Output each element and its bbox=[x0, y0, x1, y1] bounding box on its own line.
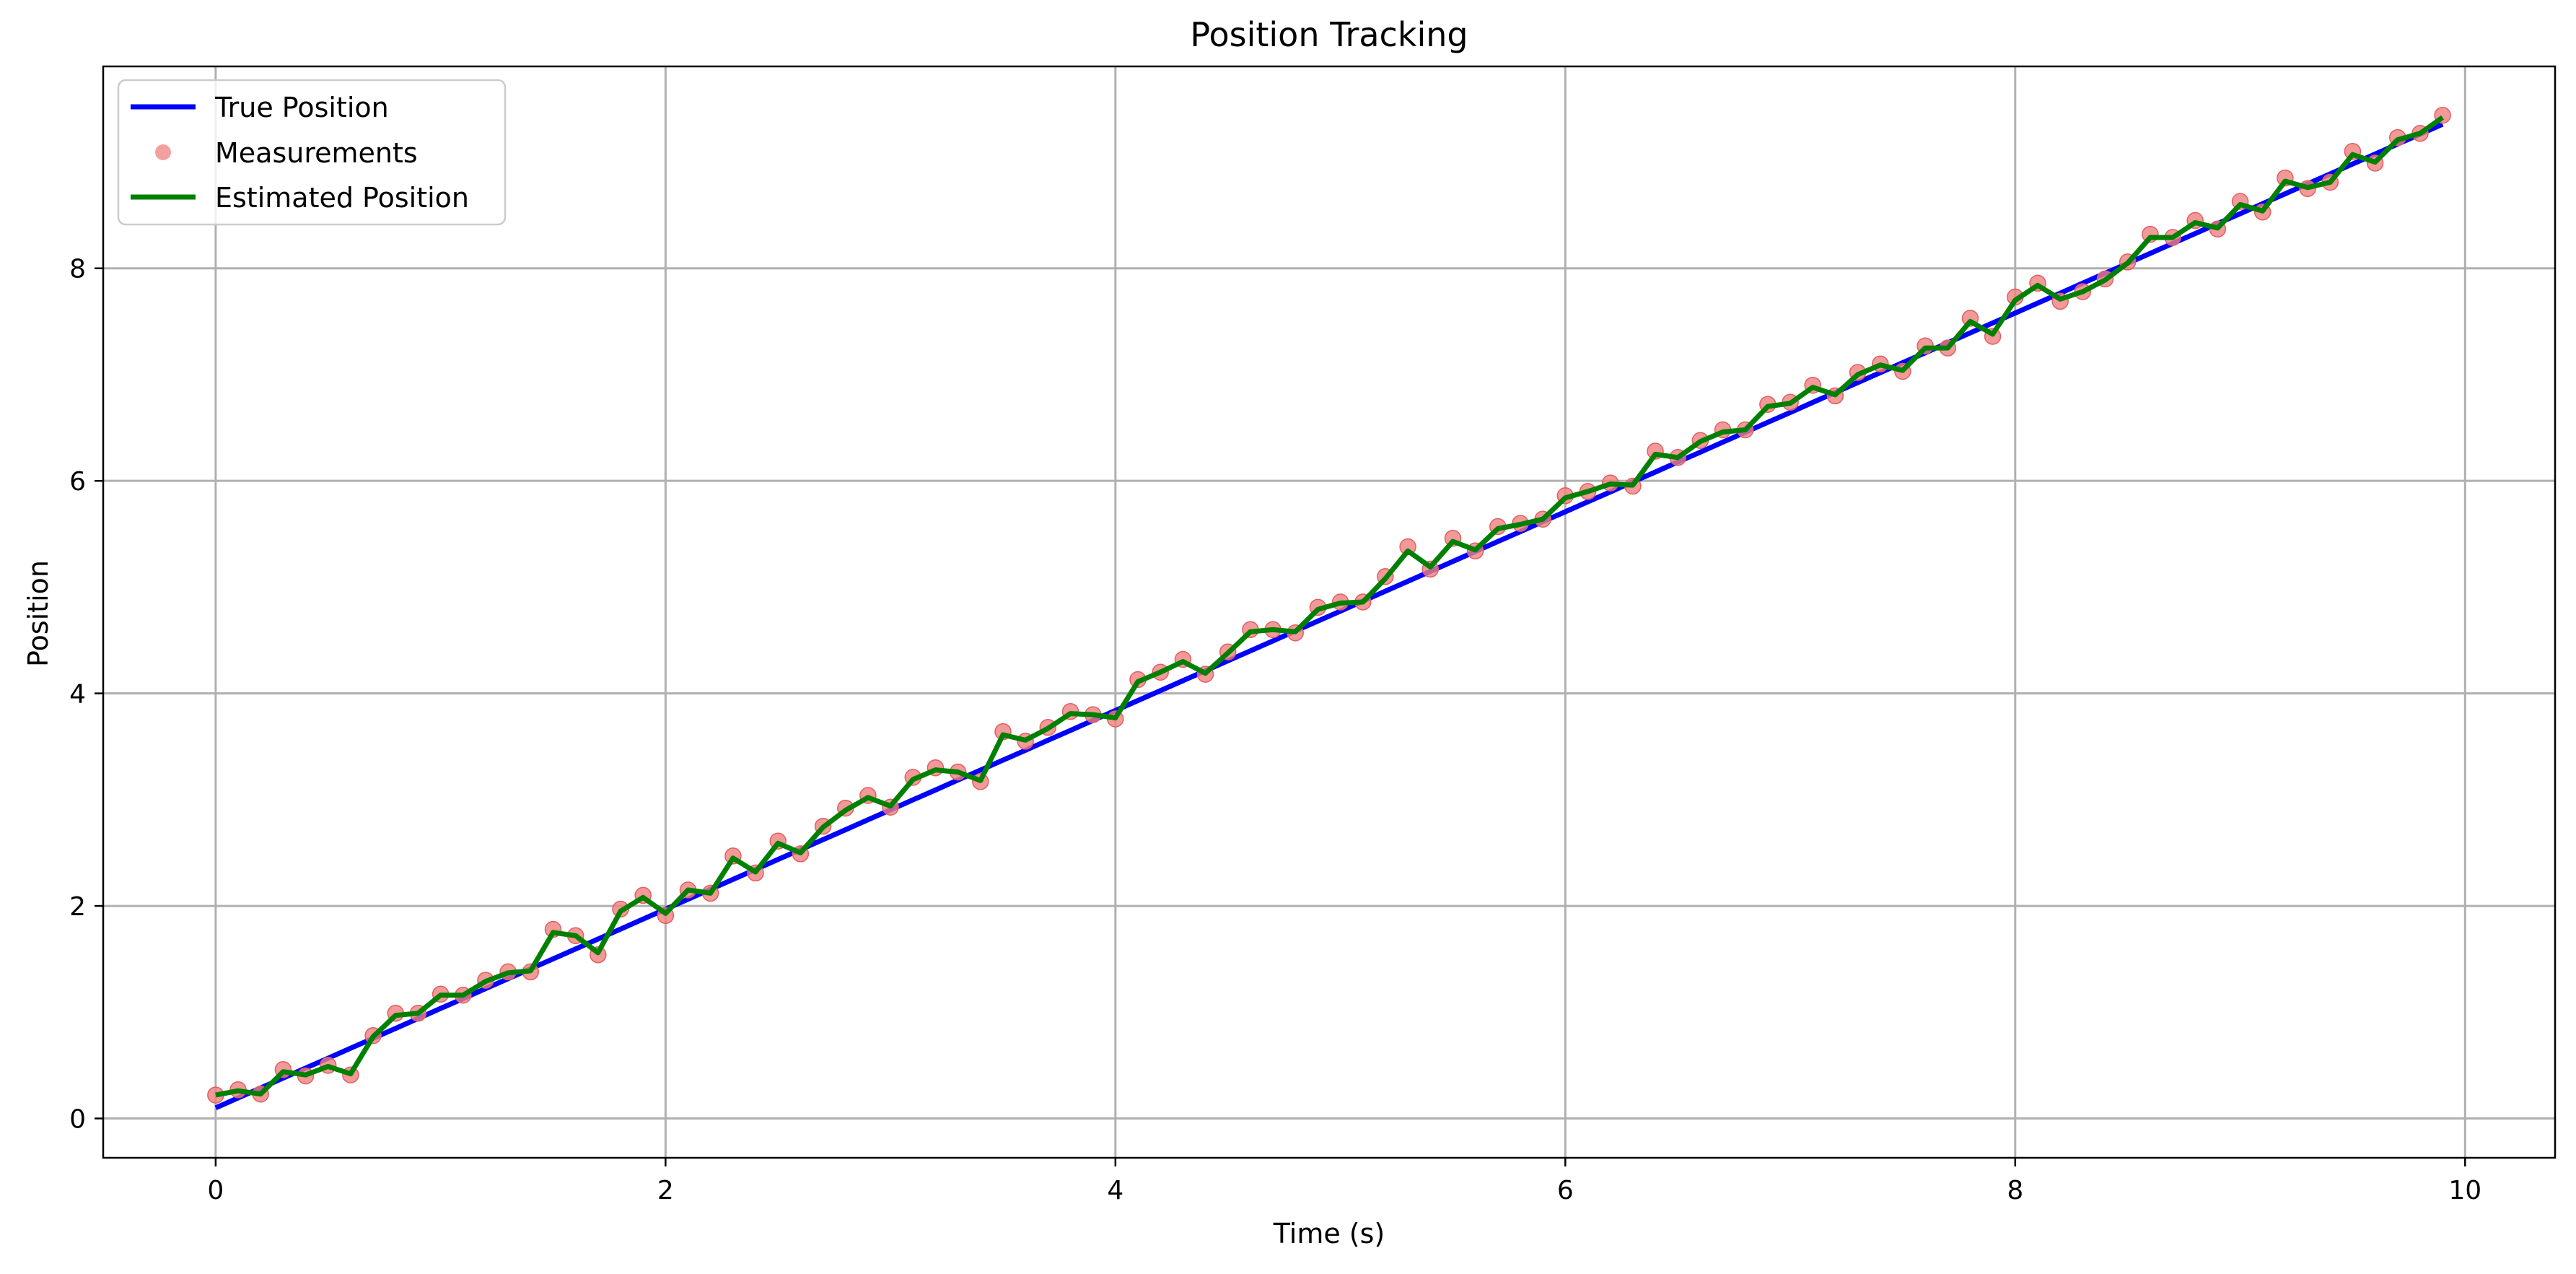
axis-ticks: 0 2 4 6 8 10 0 2 4 6 8 bbox=[69, 255, 2481, 1205]
x-tick-label: 8 bbox=[2007, 1176, 2023, 1205]
legend-swatch-measurements bbox=[155, 144, 171, 160]
x-tick-label: 0 bbox=[207, 1176, 224, 1205]
legend: True Position Measurements Estimated Pos… bbox=[117, 79, 507, 226]
x-tick-label: 6 bbox=[1557, 1176, 1574, 1205]
y-tick-label: 0 bbox=[69, 1105, 86, 1135]
y-tick-label: 8 bbox=[69, 255, 86, 284]
legend-label-estimated-position: Estimated Position bbox=[215, 182, 469, 214]
y-tick-label: 2 bbox=[69, 892, 86, 922]
legend-box bbox=[117, 79, 507, 226]
legend-label-measurements: Measurements bbox=[215, 137, 418, 169]
x-tick-label: 2 bbox=[657, 1176, 674, 1205]
chart-title: Position Tracking bbox=[1190, 15, 1468, 54]
plot-series bbox=[207, 106, 2451, 1111]
grid-lines bbox=[103, 66, 2555, 1158]
plot-frame bbox=[102, 65, 2557, 1159]
y-tick-label: 6 bbox=[69, 467, 86, 497]
series-line-estimated-position bbox=[215, 115, 2445, 1098]
y-axis-label: Position bbox=[22, 560, 54, 667]
x-axis-label: Time (s) bbox=[1273, 1218, 1385, 1249]
x-tick-label: 4 bbox=[1107, 1176, 1123, 1205]
y-tick-label: 4 bbox=[69, 680, 86, 710]
legend-label-true-position: True Position bbox=[214, 92, 389, 123]
x-tick-label: 10 bbox=[2448, 1176, 2481, 1205]
